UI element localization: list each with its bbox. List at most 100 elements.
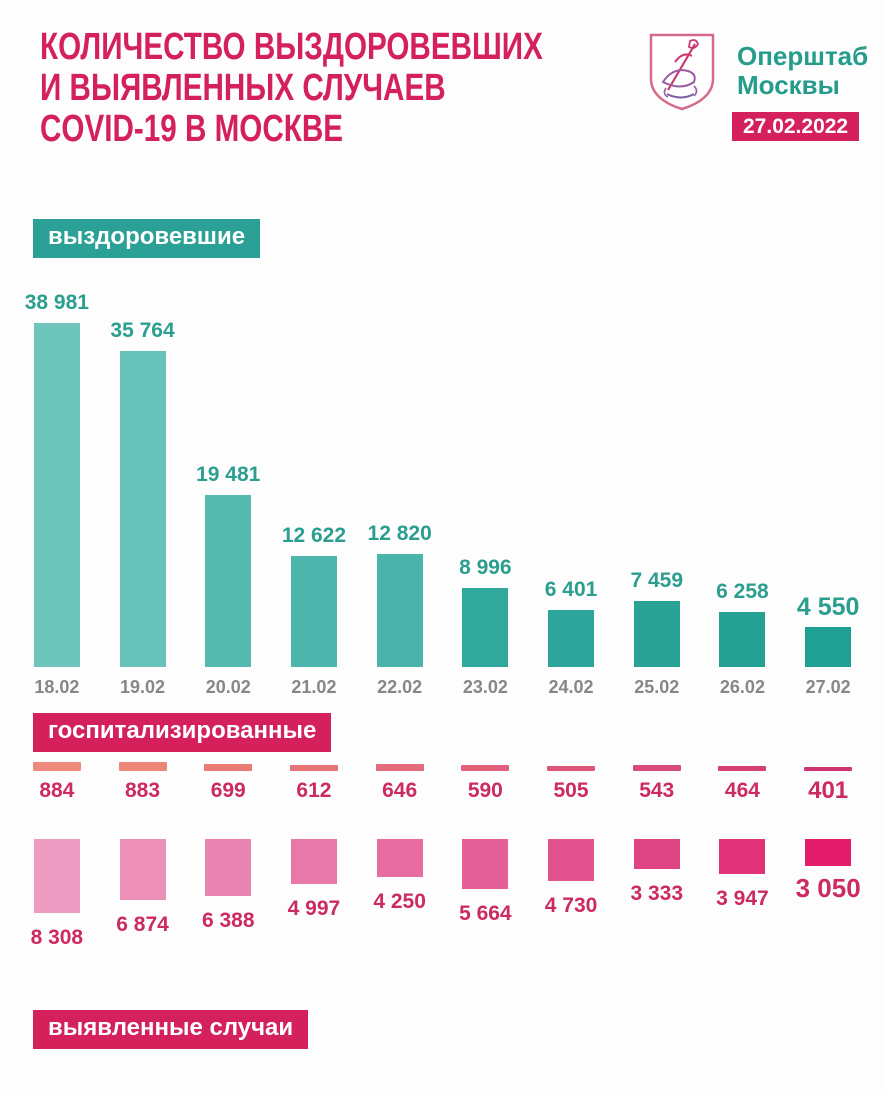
hospitalized-bar — [461, 765, 510, 771]
hospitalized-value-column: 699 — [185, 779, 271, 809]
section-label-recovered: выздоровевшие — [33, 219, 261, 258]
detected-column: 6 874 — [100, 839, 186, 969]
recovered-value-label: 35 764 — [110, 319, 175, 342]
detected-value-label: 3 947 — [716, 887, 769, 910]
hospitalized-column — [185, 760, 271, 771]
detected-column: 4 250 — [357, 839, 443, 969]
recovered-column: 6 258 — [700, 285, 786, 667]
date-column: 27.02 — [785, 676, 871, 700]
section-label-hospitalized: госпитализированные — [33, 713, 332, 752]
detected-bar — [290, 839, 337, 884]
recovered-value-label: 6 258 — [716, 580, 769, 603]
recovered-value-label: 6 401 — [544, 578, 598, 601]
hospitalized-column — [14, 760, 100, 771]
hospitalized-values-row: 884 883 699 612 646 590 505 543 464 401 — [14, 779, 872, 809]
detected-bar — [33, 839, 80, 913]
detected-column: 3 333 — [614, 839, 700, 969]
recovered-column: 7 459 — [614, 285, 700, 667]
detected-column: 4 997 — [271, 839, 357, 969]
moscow-coat-of-arms-icon — [646, 32, 718, 112]
hospitalized-value-column: 883 — [100, 779, 186, 809]
hospitalized-bar-chart — [14, 760, 872, 771]
hospitalized-bar — [804, 767, 853, 771]
date-label: 23.02 — [462, 677, 508, 697]
hospitalized-value-label: 612 — [296, 779, 332, 802]
detected-bar — [548, 839, 595, 881]
date-column: 20.02 — [185, 676, 271, 700]
recovered-column: 19 481 — [185, 285, 271, 667]
recovered-column: 4 550 — [785, 285, 871, 667]
detected-bar-chart: 8 308 6 874 6 388 4 997 4 250 5 664 4 730 3 333… — [14, 839, 872, 969]
hospitalized-column — [100, 760, 186, 771]
hospitalized-column — [271, 760, 357, 771]
date-column: 24.02 — [528, 676, 614, 700]
date-column: 22.02 — [357, 676, 443, 700]
hospitalized-bar — [547, 766, 596, 771]
hospitalized-column — [528, 760, 614, 771]
hospitalized-bar — [204, 764, 253, 771]
hospitalized-value-label: 590 — [467, 779, 503, 802]
date-label: 22.02 — [377, 677, 423, 697]
detected-value-label: 4 250 — [373, 890, 426, 913]
hospitalized-value-label: 464 — [724, 779, 760, 802]
recovered-column: 6 401 — [528, 285, 614, 667]
recovered-bar — [205, 495, 252, 667]
hospitalized-value-column: 646 — [357, 779, 443, 809]
hospitalized-column — [700, 760, 786, 771]
hospitalized-bar — [289, 765, 338, 771]
hospitalized-value-label: 699 — [210, 779, 246, 802]
detected-bar — [376, 839, 423, 877]
hospitalized-value-column: 464 — [700, 779, 786, 809]
detected-value-label: 6 874 — [116, 913, 169, 936]
detected-column: 4 730 — [528, 839, 614, 969]
date-column: 26.02 — [700, 676, 786, 700]
hospitalized-value-label: 401 — [808, 777, 849, 804]
recovered-value-label: 12 622 — [281, 524, 347, 547]
recovered-bar-chart: 38 981 35 764 19 481 12 622 12 820 8 996 6 401… — [14, 285, 872, 667]
detected-column: 8 308 — [14, 839, 100, 969]
detected-value-label: 4 730 — [544, 894, 598, 917]
hospitalized-column — [614, 760, 700, 771]
hospitalized-bar — [375, 764, 424, 771]
hospitalized-value-label: 883 — [125, 779, 161, 802]
date-label: 19.02 — [120, 677, 166, 697]
recovered-value-label: 19 481 — [196, 463, 261, 486]
recovered-value-label: 12 820 — [367, 522, 432, 545]
section-label-detected: выявленные случаи — [33, 1010, 309, 1049]
hospitalized-value-column: 612 — [271, 779, 357, 809]
recovered-column: 12 820 — [357, 285, 443, 667]
recovered-value-label: 38 981 — [24, 291, 89, 314]
hospitalized-column — [443, 760, 529, 771]
recovered-bar — [290, 556, 337, 667]
hospitalized-value-column: 884 — [14, 779, 100, 809]
date-label: 20.02 — [205, 677, 251, 697]
recovered-bar — [462, 588, 509, 667]
recovered-bar — [548, 610, 595, 667]
date-badge: 27.02.2022 — [732, 112, 860, 141]
hospitalized-value-label: 646 — [382, 779, 418, 802]
detected-bar — [462, 839, 509, 889]
hospitalized-column — [357, 760, 443, 771]
detected-value-label: 5 664 — [459, 902, 512, 925]
detected-bar — [719, 839, 766, 874]
hospitalized-value-label: 884 — [39, 779, 75, 802]
date-column: 18.02 — [14, 676, 100, 700]
hospitalized-bar — [718, 766, 767, 771]
hospitalized-value-label: 505 — [553, 779, 589, 802]
recovered-column: 35 764 — [100, 285, 186, 667]
hospitalized-value-column: 590 — [443, 779, 529, 809]
date-column: 19.02 — [100, 676, 186, 700]
hospitalized-value-column: 401 — [785, 779, 871, 809]
recovered-bar — [633, 601, 680, 667]
detected-value-label: 8 308 — [30, 926, 84, 949]
date-label: 27.02 — [805, 677, 851, 697]
hospitalized-value-column: 505 — [528, 779, 614, 809]
date-column: 23.02 — [443, 676, 529, 700]
detected-value-label: 3 333 — [630, 882, 684, 905]
recovered-value-label: 4 550 — [796, 593, 860, 621]
date-label: 21.02 — [291, 677, 337, 697]
recovered-column: 8 996 — [443, 285, 529, 667]
hospitalized-bar — [632, 765, 681, 771]
detected-column: 3 050 — [785, 839, 871, 969]
